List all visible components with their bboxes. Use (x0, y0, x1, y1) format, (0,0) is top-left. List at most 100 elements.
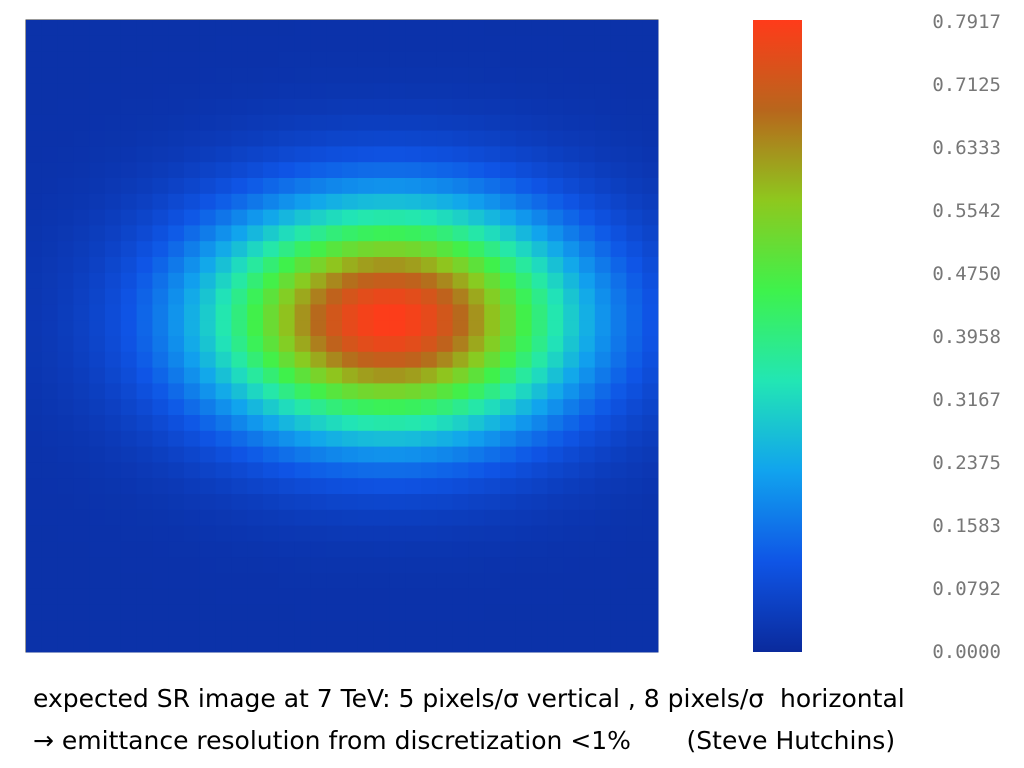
heatmap-cell (247, 288, 264, 305)
heatmap-cell (184, 509, 201, 526)
heatmap-cell (610, 257, 627, 274)
heatmap-cell (73, 241, 90, 258)
heatmap-cell (199, 351, 216, 368)
heatmap-cell (342, 114, 359, 131)
heatmap-cell (436, 573, 453, 590)
heatmap-cell (579, 478, 596, 495)
heatmap-cell (294, 604, 311, 621)
heatmap-cell (168, 525, 185, 542)
heatmap-cell (594, 604, 611, 621)
heatmap-cell (184, 272, 201, 289)
heatmap-cell (152, 446, 169, 463)
heatmap-cell (342, 399, 359, 416)
heatmap-cell (105, 383, 122, 400)
heatmap-cell (89, 415, 106, 432)
heatmap-cell (120, 288, 137, 305)
heatmap-cell (168, 336, 185, 353)
heatmap-cell (579, 494, 596, 511)
heatmap-cell (105, 430, 122, 447)
heatmap-cell (231, 257, 248, 274)
heatmap-cell (326, 557, 343, 574)
heatmap-cell (468, 525, 485, 542)
heatmap-cell (168, 541, 185, 558)
heatmap-cell (405, 130, 422, 147)
heatmap-cell (136, 351, 153, 368)
heatmap-cell (326, 573, 343, 590)
heatmap-cell (57, 288, 74, 305)
heatmap-cell (484, 636, 501, 653)
heatmap-cell (468, 557, 485, 574)
heatmap-cell (89, 209, 106, 226)
heatmap-cell (389, 20, 406, 37)
heatmap-cell (547, 399, 564, 416)
heatmap-cell (342, 272, 359, 289)
heatmap-cell (168, 494, 185, 511)
heatmap-cell (484, 415, 501, 432)
heatmap-cell (215, 288, 232, 305)
heatmap-cell (405, 272, 422, 289)
heatmap-cell (547, 114, 564, 131)
heatmap-cell (278, 83, 295, 100)
heatmap-cell (247, 225, 264, 242)
heatmap-cell (484, 430, 501, 447)
heatmap-cell (263, 99, 280, 116)
heatmap-cell (500, 320, 517, 337)
heatmap-cell (310, 130, 327, 147)
heatmap-cell (373, 351, 390, 368)
heatmap-cell (579, 162, 596, 179)
heatmap-cell (105, 620, 122, 637)
heatmap-cell (389, 320, 406, 337)
heatmap-cell (579, 304, 596, 321)
heatmap-cell (642, 462, 659, 479)
heatmap-cell (73, 573, 90, 590)
heatmap-cell (26, 399, 43, 416)
heatmap-cell (89, 114, 106, 131)
heatmap-cell (389, 178, 406, 195)
heatmap-cell (168, 178, 185, 195)
heatmap-cell (326, 336, 343, 353)
heatmap-cell (342, 478, 359, 495)
heatmap-cell (468, 67, 485, 84)
heatmap-cell (199, 35, 216, 52)
heatmap-cell (41, 604, 58, 621)
heatmap-cell (263, 272, 280, 289)
heatmap-cell (436, 525, 453, 542)
heatmap-cell (373, 35, 390, 52)
heatmap-cell (373, 114, 390, 131)
heatmap-cell (278, 383, 295, 400)
heatmap-cell (579, 541, 596, 558)
heatmap-cell (436, 415, 453, 432)
heatmap-cell (247, 588, 264, 605)
heatmap-cell (136, 383, 153, 400)
heatmap-cell (168, 114, 185, 131)
heatmap-cell (389, 604, 406, 621)
heatmap-cell (136, 604, 153, 621)
heatmap-cell (89, 51, 106, 68)
heatmap-cell (610, 67, 627, 84)
heatmap-cell (373, 541, 390, 558)
heatmap-cell (468, 336, 485, 353)
heatmap-cell (26, 525, 43, 542)
heatmap-cell (199, 20, 216, 37)
heatmap-cell (452, 20, 469, 37)
heatmap-cell (626, 604, 643, 621)
heatmap-cell (247, 604, 264, 621)
heatmap-cell (105, 336, 122, 353)
heatmap-cell (231, 320, 248, 337)
heatmap-cell (594, 415, 611, 432)
heatmap-cell (436, 225, 453, 242)
heatmap-cell (278, 478, 295, 495)
colorbar-tick-label: 0.0792 (932, 578, 1001, 600)
heatmap-cell (120, 557, 137, 574)
heatmap-cell (57, 146, 74, 163)
heatmap-cell (515, 35, 532, 52)
heatmap-cell (500, 557, 517, 574)
heatmap-cell (452, 494, 469, 511)
heatmap-cell (168, 288, 185, 305)
heatmap-cell (136, 146, 153, 163)
heatmap-cell (41, 51, 58, 68)
heatmap-cell (421, 383, 438, 400)
heatmap-cell (547, 35, 564, 52)
heatmap-cell (57, 272, 74, 289)
heatmap-cell (421, 478, 438, 495)
